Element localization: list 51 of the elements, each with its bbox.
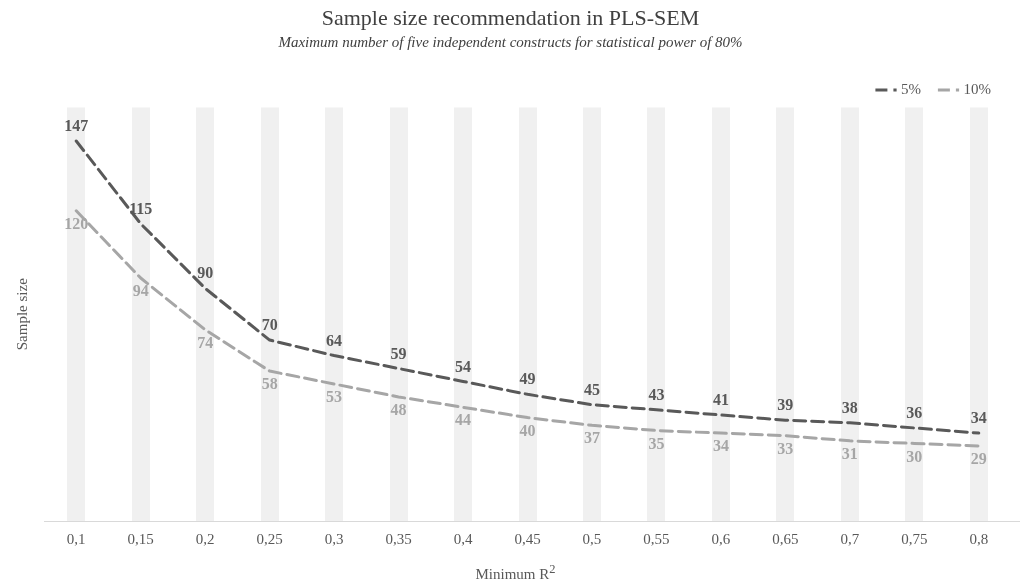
data-label: 147 <box>64 117 89 135</box>
x-tick-label: 0,55 <box>643 530 670 547</box>
data-label: 43 <box>648 385 665 403</box>
data-label: 38 <box>841 398 858 416</box>
x-tick-label: 0,3 <box>324 530 344 547</box>
data-label: 40 <box>519 421 536 439</box>
data-label: 31 <box>841 445 858 463</box>
legend-label: 10% <box>963 80 991 97</box>
data-label: 54 <box>455 357 472 375</box>
x-tick-label: 0,25 <box>256 530 283 547</box>
data-label: 36 <box>906 404 923 422</box>
data-label: 120 <box>64 214 89 232</box>
data-label: 44 <box>455 411 472 429</box>
data-label: 48 <box>390 401 407 419</box>
data-label: 30 <box>906 447 923 465</box>
x-tick-label: 0,65 <box>772 530 799 547</box>
data-label: 39 <box>777 396 794 414</box>
data-label: 35 <box>648 434 665 452</box>
data-label: 115 <box>129 199 153 217</box>
x-tick-label: 0,4 <box>453 530 473 547</box>
x-tick-label: 0,35 <box>385 530 412 547</box>
data-label: 53 <box>326 388 343 406</box>
data-label: 34 <box>712 437 729 455</box>
chart-subtitle: Maximum number of five independent constructs for statistical power of 80% <box>277 34 743 51</box>
data-label: 70 <box>261 316 278 334</box>
data-label: 37 <box>583 429 600 447</box>
chart-title: Sample size recommendation in PLS-SEM <box>321 4 700 30</box>
y-axis-title: Sample size <box>13 277 30 351</box>
data-label: 94 <box>132 282 149 300</box>
x-tick-label: 0,6 <box>711 530 731 547</box>
x-tick-label: 0,1 <box>66 530 86 547</box>
data-label: 33 <box>777 439 794 457</box>
x-tick-label: 0,75 <box>901 530 928 547</box>
data-label: 74 <box>197 333 214 351</box>
x-axis-title: Minimum R$^{2}$ <box>474 562 557 583</box>
data-label: 58 <box>261 375 278 393</box>
x-tick-label: 0,45 <box>514 530 541 547</box>
x-tick-label: 0,7 <box>840 530 860 547</box>
x-tick-label: 0,2 <box>195 530 215 547</box>
data-label: 90 <box>197 264 214 282</box>
data-label: 49 <box>519 370 536 388</box>
legend-label: 5% <box>901 80 922 97</box>
data-label: 34 <box>970 409 987 427</box>
data-label: 45 <box>583 380 600 398</box>
x-tick-label: 0,15 <box>127 530 154 547</box>
data-label: 29 <box>970 450 987 468</box>
data-label: 41 <box>712 391 729 409</box>
data-label: 59 <box>390 344 407 362</box>
x-tick-label: 0,5 <box>582 530 602 547</box>
data-label: 64 <box>326 331 343 349</box>
x-tick-label: 0,8 <box>969 530 989 547</box>
